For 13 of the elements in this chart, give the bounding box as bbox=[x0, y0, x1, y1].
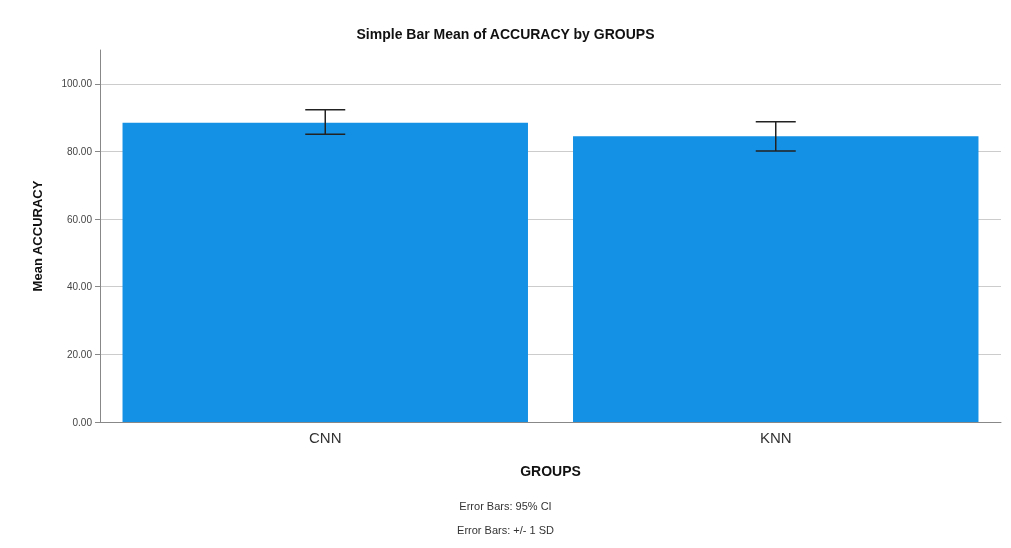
x-axis-title: GROUPS bbox=[520, 463, 581, 479]
text: Error Bars: 95% CI bbox=[459, 499, 552, 512]
y-tick-label: 80.00 bbox=[66, 145, 93, 157]
chart-title: Simple Bar Mean of ACCURACY by GROUPS bbox=[356, 26, 655, 42]
x-tick-label: CNN bbox=[309, 429, 342, 446]
y-axis-title: Mean ACCURACY bbox=[30, 180, 45, 292]
y-tick-label: 20.00 bbox=[66, 348, 93, 360]
x-tick-label: KNN bbox=[759, 429, 792, 446]
y-tick-label: 60.00 bbox=[66, 213, 93, 225]
y-tick-label: 40.00 bbox=[66, 281, 93, 293]
y-tick-label: 100.00 bbox=[61, 78, 93, 90]
text: Error Bars: +/- 1 SD bbox=[457, 523, 554, 536]
y-tick-label: 0.00 bbox=[72, 416, 93, 428]
